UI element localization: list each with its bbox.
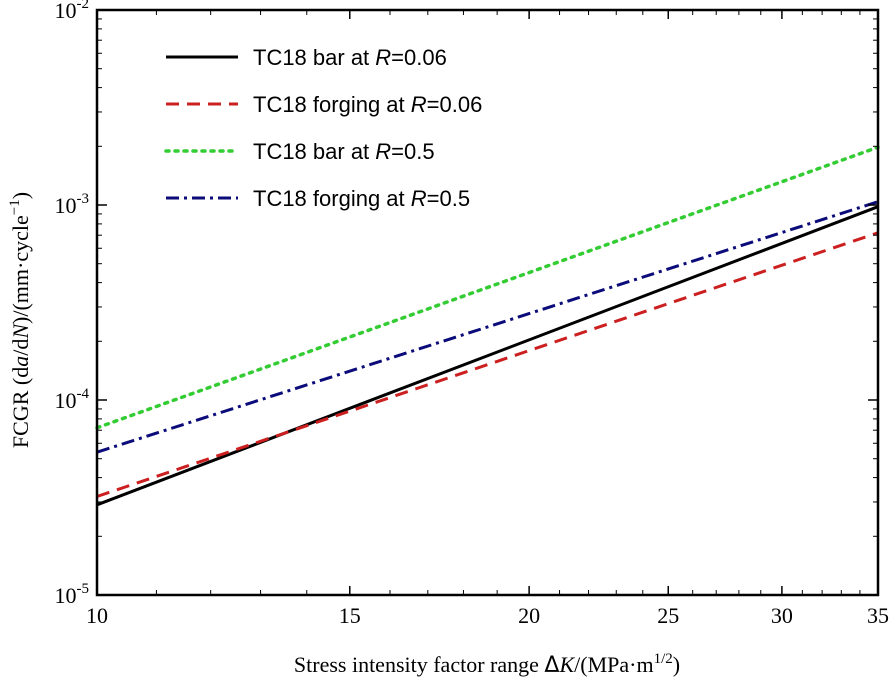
series-line-4 (96, 200, 879, 454)
y-tick-label: 10-5 (55, 581, 90, 608)
series-line-1 (96, 205, 879, 507)
legend-entry-4: TC18 forging at R=0.5 (253, 186, 470, 211)
y-tick-label: 10-2 (55, 0, 90, 23)
tick-layer: 10 15 20 25 30 35 10-5 10-4 10-3 10-2 (55, 0, 890, 628)
x-tick-label: 20 (518, 603, 540, 628)
series-line-2 (96, 231, 879, 498)
legend-entry-1: TC18 bar at R=0.06 (253, 45, 447, 70)
x-tick-label: 15 (339, 603, 361, 628)
x-tick-label: 25 (657, 603, 679, 628)
y-tick-label: 10-3 (55, 191, 90, 218)
y-tick-label: 10-4 (55, 386, 90, 413)
x-axis-label: Stress intensity factor range ΔK/(MPa·m1… (294, 651, 680, 678)
series-layer (95, 145, 880, 507)
legend: TC18 bar at R=0.06 TC18 forging at R=0.06… (164, 45, 482, 211)
x-tick-label: 30 (771, 603, 793, 628)
y-axis-label: FCGR (da/dN)/(mm·cycle−1) (7, 192, 33, 448)
x-tick-label: 10 (86, 603, 108, 628)
legend-entry-2: TC18 forging at R=0.06 (253, 92, 482, 117)
x-tick-label: 35 (867, 603, 889, 628)
legend-entry-3: TC18 bar at R=0.5 (253, 139, 435, 164)
plot-frame (95, 8, 880, 597)
series-line-3 (95, 145, 880, 430)
